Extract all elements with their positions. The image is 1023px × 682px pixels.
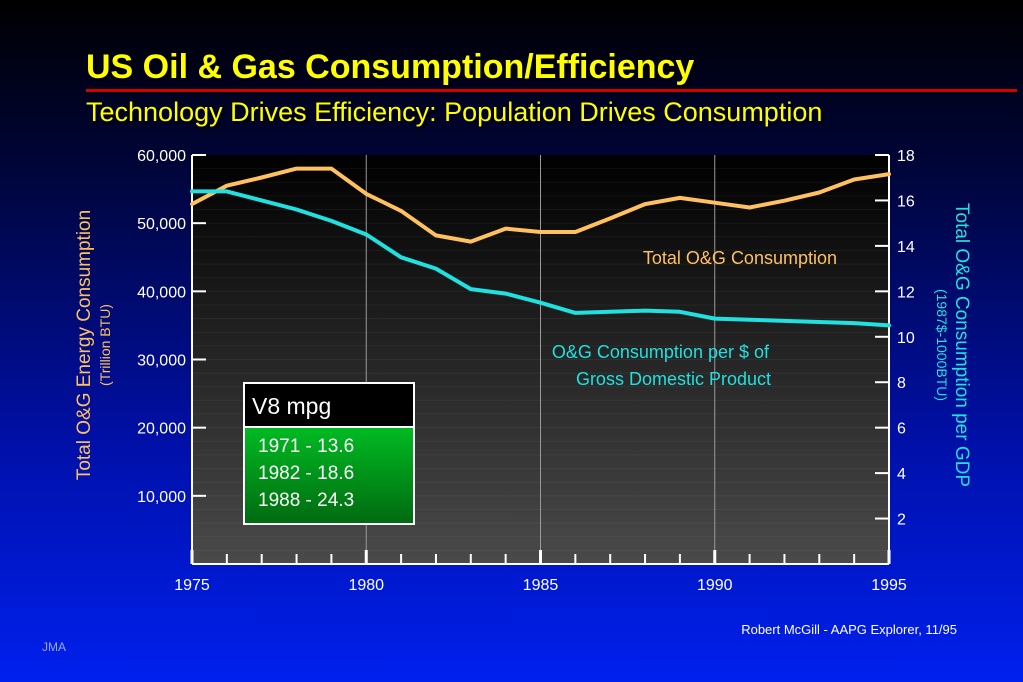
right-tick-label: 14 — [897, 239, 915, 256]
right-tick-label: 4 — [897, 466, 906, 483]
left-axis-label: Total O&G Energy Consumption — [74, 210, 95, 480]
series-label-per-gdp-line2: Gross Domestic Product — [576, 369, 771, 389]
right-axis-label: Total O&G Consumption per GDP — [951, 203, 972, 487]
mpg-box-body — [243, 426, 415, 525]
series-label-per-gdp-line1: O&G Consumption per $ of — [552, 342, 770, 362]
x-tick-label-1995: 1995 — [871, 577, 907, 594]
mpg-line-1982: 1982 - 18.6 — [258, 463, 354, 484]
left-tick-label: 20,000 — [137, 421, 186, 438]
author-initials: JMA — [42, 640, 66, 654]
left-tick-label: 30,000 — [137, 353, 186, 370]
x-tick-label-1985: 1985 — [523, 577, 559, 594]
left-tick-label: 50,000 — [137, 216, 186, 233]
left-axis-ticks: 60,000 50,000 40,000 30,000 20,000 10,000 — [137, 148, 206, 506]
slide-subtitle: Technology Drives Efficiency: Population… — [86, 97, 823, 127]
right-tick-label: 18 — [897, 148, 915, 165]
right-tick-label: 16 — [897, 193, 915, 210]
slide-title: US Oil & Gas Consumption/Efficiency — [86, 48, 695, 86]
left-axis-sublabel: (Trillion BTU) — [97, 304, 113, 386]
series-line-total-consumption — [190, 166, 891, 244]
right-tick-label: 8 — [897, 375, 906, 392]
x-tick-label-1975: 1975 — [174, 577, 210, 594]
title-underline — [86, 89, 1017, 92]
mpg-line-1988: 1988 - 24.3 — [258, 490, 354, 511]
right-tick-label: 6 — [897, 421, 906, 438]
x-axis-ticks: 1975 1980 1985 1990 1995 — [174, 550, 907, 594]
right-axis-sublabel: (1987$-1000BTU) — [934, 289, 950, 401]
left-tick-label: 40,000 — [137, 284, 186, 301]
mpg-line-1971: 1971 - 13.6 — [258, 436, 354, 457]
left-tick-label: 60,000 — [137, 148, 186, 165]
mpg-annotation-box: V8 mpg 1971 - 13.6 1982 - 18.6 1988 - 24… — [243, 382, 415, 525]
x-tick-label-1980: 1980 — [348, 577, 384, 594]
mpg-box-title: V8 mpg — [252, 393, 331, 419]
left-tick-label: 10,000 — [137, 489, 186, 506]
x-tick-label-1990: 1990 — [697, 577, 733, 594]
source-credit: Robert McGill - AAPG Explorer, 11/95 — [741, 622, 957, 637]
right-tick-label: 12 — [897, 284, 915, 301]
right-axis-ticks: 18 16 14 12 10 8 6 4 2 — [875, 148, 915, 529]
series-line-consumption-per-gdp — [190, 189, 891, 328]
series-label-total-consumption: Total O&G Consumption — [643, 248, 837, 268]
right-tick-label: 2 — [897, 512, 906, 529]
right-tick-label: 10 — [897, 330, 915, 347]
